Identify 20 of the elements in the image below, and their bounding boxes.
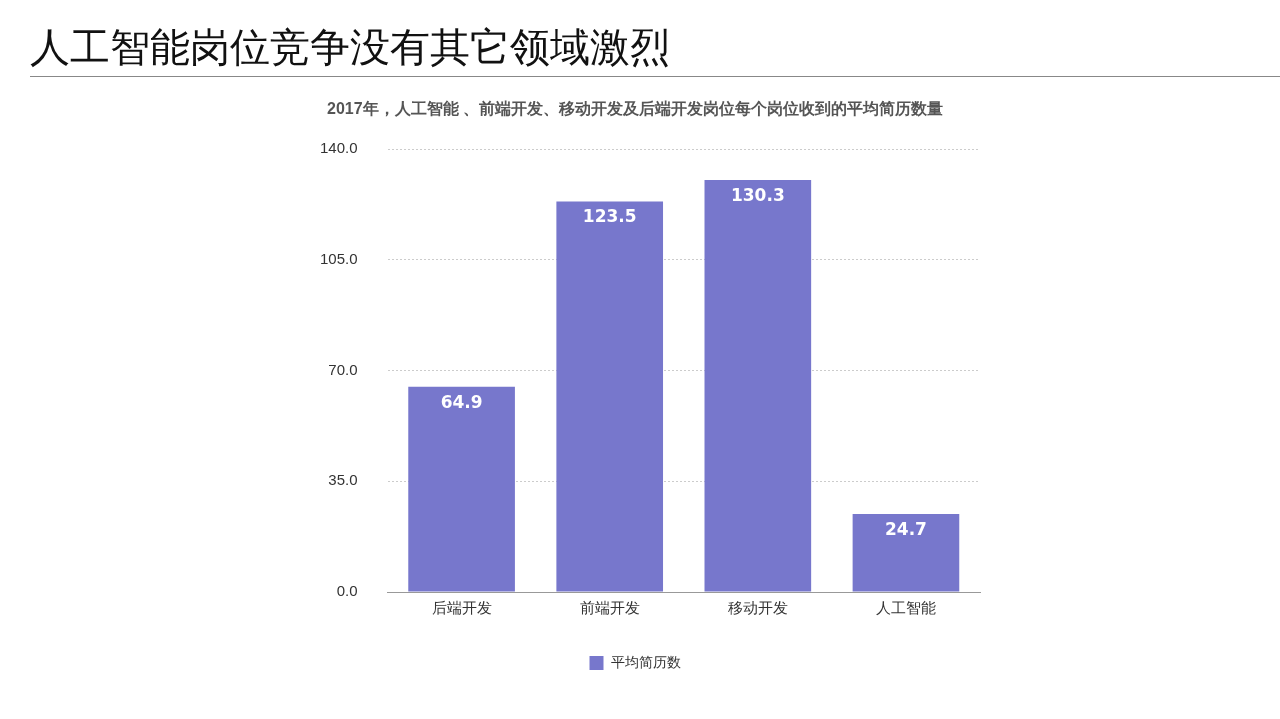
chart-title: 人工智能岗位竞争没有其它领域激烈	[30, 18, 1280, 77]
data-label: 130.3	[730, 184, 785, 205]
chart-subtitle: 2017年，人工智能 、前端开发、移动开发及后端开发岗位每个岗位收到的平均简历数量	[326, 100, 944, 118]
y-tick-label: 105.0	[319, 250, 358, 268]
data-label: 24.7	[884, 518, 927, 539]
x-tick-label: 移动开发	[727, 599, 788, 617]
y-tick-label: 140.0	[319, 139, 358, 157]
y-tick-label: 35.0	[328, 471, 358, 489]
legend-label: 平均简历数	[610, 653, 681, 670]
data-label: 64.9	[440, 391, 483, 412]
x-tick-label: 后端开发	[431, 599, 492, 617]
x-tick-label: 前端开发	[579, 599, 640, 617]
bar	[556, 201, 664, 592]
y-tick-label: 0.0	[336, 582, 358, 600]
data-label: 123.5	[582, 206, 637, 227]
y-tick-label: 70.0	[328, 360, 358, 378]
bar	[852, 513, 960, 592]
bar	[704, 179, 812, 592]
bar	[408, 386, 515, 592]
x-tick-label: 人工智能	[875, 599, 936, 617]
